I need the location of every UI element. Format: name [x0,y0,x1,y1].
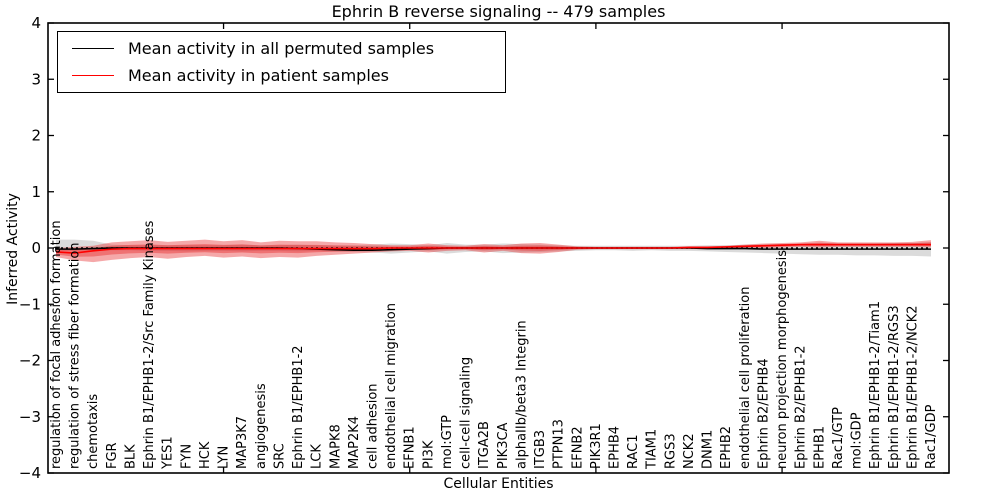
x-category-label: chemotaxis [86,394,101,469]
x-category-label: Ephrin B1/EPHB1-2/NCK2 [905,305,920,469]
x-category-label: PIK3CA [496,422,511,469]
x-category-label: ITGA2B [477,421,492,469]
x-category-label: BLK [123,444,138,469]
x-category-label: regulation of stress fiber formation [68,242,83,469]
x-category-label: EPHB4 [608,426,623,469]
x-axis-label: Cellular Entities [443,476,554,492]
legend-label-permuted: Mean activity in all permuted samples [128,39,435,58]
x-category-label: mol:GTP [440,415,455,469]
x-category-label: EFNB1 [403,426,418,469]
x-category-label: Ephrin B2/EPHB4 [756,358,771,469]
x-category-label: Ephrin B2/EPHB1-2 [794,345,809,469]
x-category-label: ITGB3 [533,430,548,469]
x-category-label: regulation of focal adhesion formation [49,220,64,469]
x-category-label: PIK3R1 [589,423,604,469]
y-tick-label: −4 [19,464,41,482]
x-category-label: LCK [310,444,325,469]
x-category-label: EPHB1 [812,426,827,469]
x-category-label: neuron projection morphogenesis [775,250,790,469]
y-tick-label: 1 [31,183,41,201]
legend-line-patient-samples [72,75,114,76]
x-category-label: NCK2 [682,433,697,469]
x-category-label: Ephrin B1/EPHB1-2/RGS3 [887,305,902,469]
y-tick-label: −1 [19,295,41,313]
x-category-label: RGS3 [663,433,678,469]
x-category-label: PI3K [421,440,436,469]
x-category-label: EPHB2 [719,426,734,469]
legend-item-permuted: Mean activity in all permuted samples [58,39,505,59]
chart-title: Ephrin B reverse signaling -- 479 sample… [331,2,666,21]
x-category-label: cell adhesion [365,383,380,469]
x-category-label: MAP2K4 [347,416,362,469]
x-category-label: Rac1/GTP [831,407,846,469]
patient-range-band-outer [56,239,931,263]
x-category-label: alphaIIb/beta3 Integrin [514,320,529,469]
x-category-label: Ephrin B1/EPHB1-2 [291,345,306,469]
x-category-label: MAPK8 [328,424,343,469]
x-category-label: endothelial cell proliferation [738,287,753,470]
x-category-label: LYN [217,446,232,469]
x-category-label: angiogenesis [254,383,269,469]
y-tick-label: 2 [31,127,41,145]
x-category-label: DNM1 [701,430,716,469]
x-category-label: EFNB2 [570,426,585,469]
x-category-label: Ephrin B1/EPHB1-2/Src Family Kinases [142,220,157,469]
y-tick-label: 3 [31,70,41,88]
patient-mean-line [55,243,931,254]
x-category-label: YES1 [161,436,176,470]
x-category-label: MAP3K7 [235,416,250,469]
y-tick-label: −2 [19,352,41,370]
x-category-label: Ephrin B1/EPHB1-2/Tiam1 [868,301,883,469]
x-category-label: SRC [272,443,287,469]
x-category-label: mol:GDP [850,412,865,469]
y-tick-label: 4 [31,14,41,32]
x-category-label: TIAM1 [645,429,660,470]
x-category-label: cell-cell signaling [459,357,474,469]
x-category-label: Rac1/GDP [924,404,939,469]
x-category-label: PTPN13 [552,419,567,469]
legend-label-patient: Mean activity in patient samples [128,66,389,85]
x-category-label: RAC1 [626,434,641,469]
legend-item-patient: Mean activity in patient samples [58,66,505,86]
legend: Mean activity in all permuted samples Me… [57,31,506,93]
y-tick-label: −3 [19,408,41,426]
y-axis-label: Inferred Activity [5,193,21,305]
y-tick-label: 0 [31,239,41,257]
legend-line-permuted-samples [72,48,114,49]
x-category-label: FYN [179,444,194,469]
x-category-label: FGR [105,442,120,469]
patient-range-band-inner [56,242,931,257]
x-category-label: endothelial cell migration [384,303,399,469]
x-category-label: HCK [198,441,213,469]
